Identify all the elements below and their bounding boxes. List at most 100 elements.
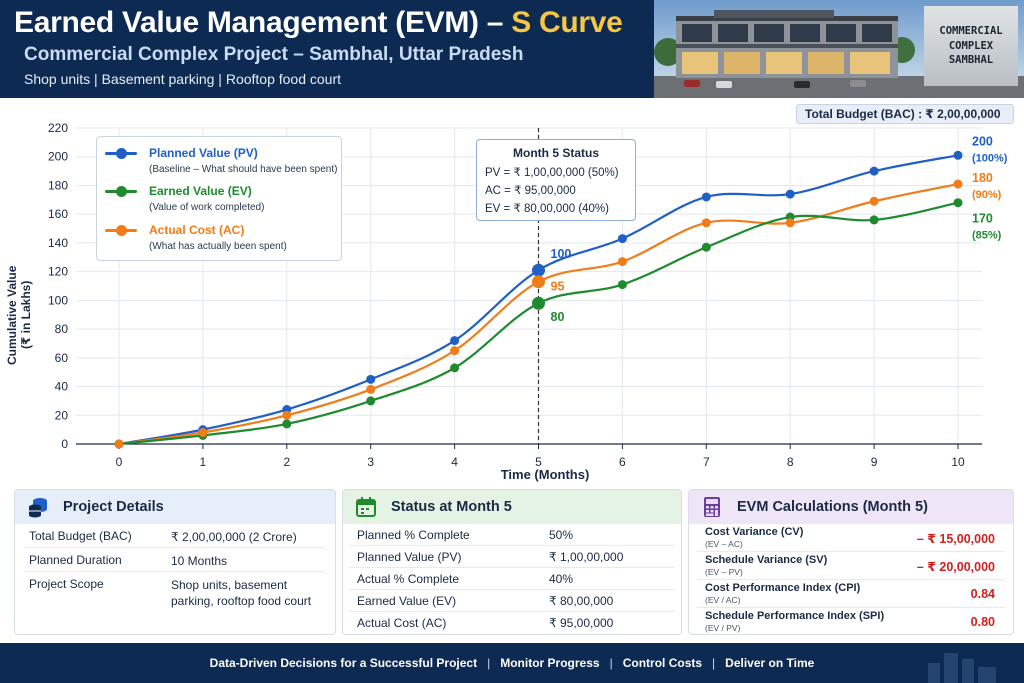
status-row: Planned Value (PV) ₹ 1,00,00,000 — [349, 546, 675, 568]
legend-label-ev: Earned Value (EV) — [149, 184, 252, 198]
data-point-ev — [617, 280, 627, 290]
footer-item-deliver: Deliver on Time — [725, 656, 815, 670]
y-tick-label: 140 — [48, 236, 68, 250]
data-point-pv — [617, 234, 627, 244]
legend-desc-pv: (Baseline – What should have been spent) — [149, 164, 338, 175]
building-photo: COMMERCIAL COMPLEX SAMBHAL — [654, 0, 1024, 98]
y-tick-label: 120 — [48, 265, 68, 279]
data-point-ac — [617, 257, 627, 267]
header-banner: Earned Value Management (EVM) – S Curve … — [0, 0, 1024, 98]
data-label-ac: 180 — [972, 171, 993, 185]
data-point-ac — [785, 218, 795, 228]
x-tick-label: 1 — [200, 455, 207, 469]
status-row: Actual % Complete 40% — [349, 568, 675, 590]
data-point-ev — [953, 198, 963, 208]
evm-calculations-panel: EVM Calculations (Month 5) Cost Variance… — [688, 489, 1014, 635]
project-details-panel: Project Details Total Budget (BAC) ₹ 2,00… — [14, 489, 336, 635]
y-tick-label: 160 — [48, 207, 68, 221]
x-tick-label: 7 — [703, 455, 710, 469]
y-tick-label: 0 — [61, 437, 68, 451]
data-point-ac — [114, 439, 124, 449]
data-point-ev — [366, 396, 376, 406]
x-tick-label: 8 — [787, 455, 794, 469]
footer-item-control: Control Costs — [622, 656, 703, 670]
data-label-pct-ev: (85%) — [972, 230, 1002, 242]
data-point-ev — [869, 215, 879, 225]
footer-tagline: Data-Driven Decisions for a Successful P… — [209, 656, 478, 670]
data-label-pv: 100 — [551, 247, 572, 261]
data-point-ac — [532, 275, 545, 289]
data-point-ev — [532, 296, 545, 310]
detail-row: Planned Duration 10 Months — [25, 548, 325, 572]
evm-row: Schedule Performance Index (SPI) (EV / PV… — [705, 610, 995, 633]
month5-status-box: Month 5 Status PV = ₹ 1,00,00,000 (50%) … — [476, 139, 636, 221]
legend-label-pv: Planned Value (PV) — [149, 146, 258, 160]
data-point-pv — [532, 263, 545, 277]
project-scope-line: Shop units | Basement parking | Rooftop … — [24, 71, 342, 87]
x-tick-label: 2 — [283, 455, 290, 469]
status-row: Actual Cost (AC) ₹ 95,00,000 — [357, 616, 614, 630]
data-point-pv — [450, 336, 460, 346]
x-axis-label: Time (Months) — [500, 467, 590, 482]
project-details-title: Project Details — [63, 499, 164, 515]
total-budget-tag: Total Budget (BAC) : ₹ 2,00,00,000 — [796, 104, 1014, 124]
status-month5-title: Status at Month 5 — [391, 499, 512, 515]
data-point-ac — [953, 179, 963, 189]
evm-row: Cost Variance (CV) (EV – AC) – ₹ 15,00,000 — [697, 524, 1005, 552]
page-subtitle: Commercial Complex Project – Sambhal, Ut… — [24, 44, 524, 65]
legend-desc-ac: (What has actually been spent) — [149, 241, 287, 252]
data-label-ev: 170 — [972, 212, 993, 226]
data-point-ev — [701, 242, 711, 252]
status-ac-line: AC = ₹ 95,00,000 — [485, 185, 576, 197]
x-tick-label: 4 — [451, 455, 458, 469]
y-tick-label: 180 — [48, 178, 68, 192]
legend-label-ac: Actual Cost (AC) — [149, 223, 245, 237]
status-row: Planned % Complete 50% — [349, 524, 675, 546]
detail-row: Total Budget (BAC) ₹ 2,00,00,000 (2 Crore… — [25, 524, 325, 548]
y-tick-label: 220 — [48, 121, 68, 135]
data-point-ac — [450, 346, 460, 356]
x-tick-label: 10 — [951, 455, 965, 469]
data-point-pv — [953, 150, 963, 160]
x-tick-label: 9 — [871, 455, 878, 469]
y-tick-label: 20 — [55, 408, 69, 422]
commercial-complex-sign: COMMERCIAL COMPLEX SAMBHAL — [924, 6, 1018, 86]
detail-row: Project Scope Shop units, basement parkin… — [29, 577, 312, 608]
y-tick-label: 200 — [48, 150, 68, 164]
page-title: Earned Value Management (EVM) – S Curve — [14, 6, 623, 40]
status-row: Earned Value (EV) ₹ 80,00,000 — [349, 590, 675, 612]
status-month5-panel: Status at Month 5 Planned % Complete 50% … — [342, 489, 682, 635]
evm-row: Schedule Variance (SV) (EV – PV) – ₹ 20,00… — [697, 552, 1005, 580]
data-point-ev — [282, 419, 292, 429]
evm-row: Cost Performance Index (CPI) (EV / AC) 0.8… — [697, 580, 1005, 608]
y-tick-label: 60 — [55, 351, 69, 365]
calculator-icon — [704, 497, 720, 517]
data-point-ac — [282, 410, 292, 420]
data-label-ac: 95 — [551, 280, 565, 294]
status-box-title: Month 5 Status — [513, 146, 599, 160]
data-label-pv: 200 — [972, 134, 993, 148]
data-point-pv — [366, 374, 376, 384]
city-skyline-icon — [928, 653, 996, 683]
x-tick-label: 0 — [116, 455, 123, 469]
calendar-icon — [356, 497, 376, 517]
y-axis-label: Cumulative Value (₹ in Lakhs) — [5, 265, 33, 365]
data-point-ac — [198, 428, 208, 438]
evm-calculations-title: EVM Calculations (Month 5) — [737, 499, 928, 515]
page-title-main: Earned Value Management (EVM) – — [14, 6, 512, 39]
data-point-pv — [785, 189, 795, 199]
data-label-ev: 80 — [551, 310, 565, 324]
data-point-ac — [869, 196, 879, 206]
project-details-header: Project Details — [15, 490, 335, 524]
y-tick-label: 40 — [55, 380, 69, 394]
data-point-pv — [701, 192, 711, 202]
data-label-pct-ac: (90%) — [972, 189, 1002, 201]
database-icon — [29, 498, 47, 518]
data-point-pv — [869, 166, 879, 176]
status-pv-line: PV = ₹ 1,00,00,000 (50%) — [485, 167, 619, 179]
footer-item-monitor: Monitor Progress — [500, 656, 600, 670]
page-title-accent: S Curve — [511, 6, 623, 39]
footer-banner: Data-Driven Decisions for a Successful P… — [0, 643, 1024, 683]
chart-legend: Planned Value (PV) (Baseline – What shou… — [96, 136, 342, 261]
evm-calculations-header: EVM Calculations (Month 5) — [689, 490, 1013, 524]
